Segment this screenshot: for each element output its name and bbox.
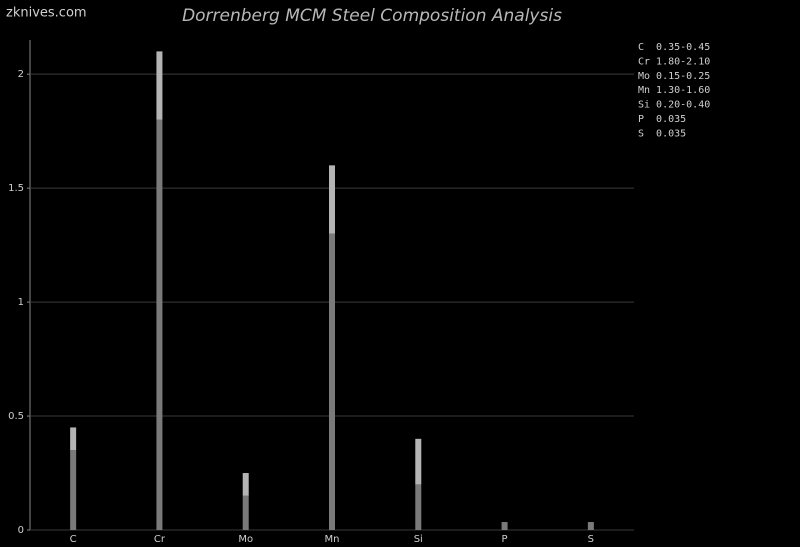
- x-tick-label: Si: [414, 534, 423, 545]
- y-tick-label: 2: [18, 69, 24, 80]
- bar-segment: [156, 119, 163, 530]
- bar-segment: [329, 165, 335, 234]
- x-tick-label: Mn: [325, 534, 340, 545]
- bar-segment: [70, 427, 77, 451]
- bar-segment: [587, 522, 594, 530]
- bar-segment: [242, 473, 249, 496]
- composition-note: Mn 1.30-1.60: [638, 85, 710, 96]
- x-tick-label: S: [588, 534, 594, 545]
- x-tick-label: P: [502, 534, 508, 545]
- composition-note: C 0.35-0.45: [638, 42, 710, 53]
- bar-segment: [242, 495, 249, 530]
- composition-note: S 0.035: [638, 128, 686, 139]
- bar-segment: [70, 450, 77, 530]
- x-tick-label: Mo: [238, 534, 253, 545]
- bar-segment: [156, 51, 163, 120]
- y-tick-label: 1.5: [8, 183, 24, 194]
- watermark: zknives.com: [6, 6, 87, 21]
- x-tick-label: C: [70, 534, 77, 545]
- y-tick-label: 0: [18, 525, 24, 536]
- bar-segment: [415, 484, 422, 530]
- composition-note: P 0.035: [638, 114, 686, 125]
- x-tick-label: Cr: [154, 534, 166, 545]
- bar-segment: [329, 233, 335, 530]
- composition-note: Si 0.20-0.40: [638, 100, 710, 111]
- bar-segment: [501, 522, 508, 530]
- bar-segment: [415, 438, 422, 485]
- y-tick-label: 0.5: [8, 411, 24, 422]
- composition-note: Mo 0.15-0.25: [638, 71, 710, 82]
- chart-title: Dorrenberg MCM Steel Composition Analysi…: [182, 6, 562, 26]
- composition-note: Cr 1.80-2.10: [638, 56, 710, 67]
- y-tick-label: 1: [18, 297, 24, 308]
